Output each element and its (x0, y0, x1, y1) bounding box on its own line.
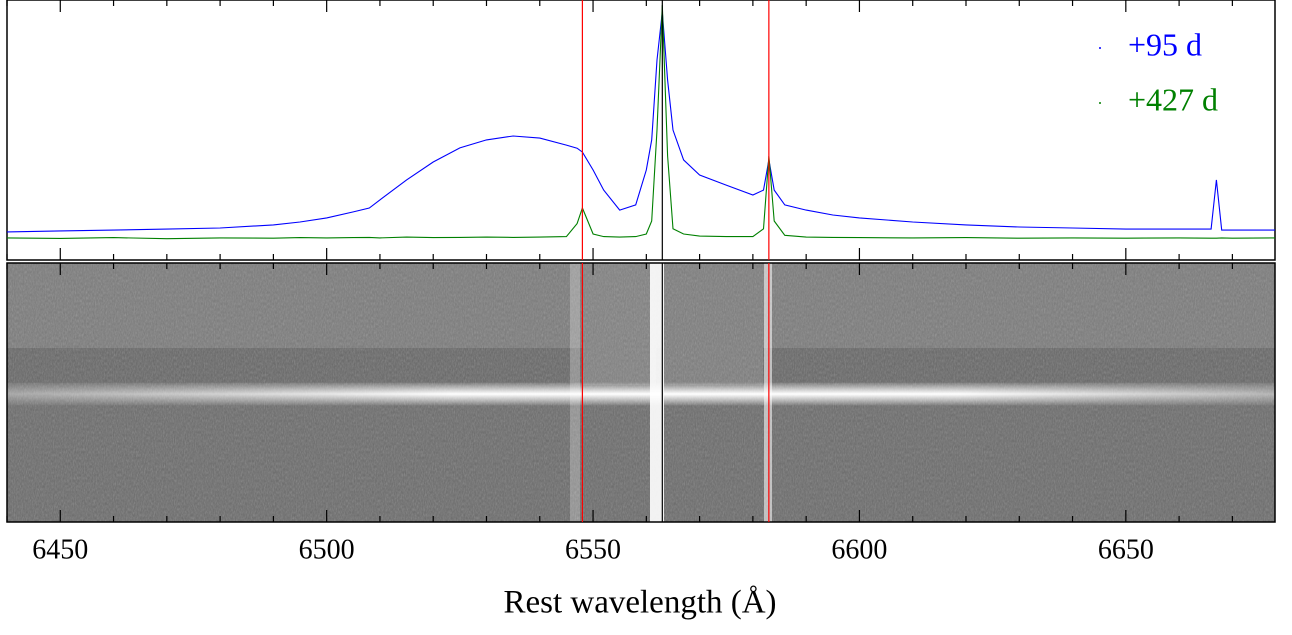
legend-label: +427 d (1128, 81, 1218, 117)
x-tick-label: 6600 (831, 534, 887, 565)
spectrum-image (7, 263, 1275, 522)
top-frame (6, 0, 1276, 261)
x-tick-label: 6450 (32, 534, 88, 565)
legend-label: +95 d (1128, 26, 1202, 62)
legend-marker (1099, 47, 1101, 49)
spectrum-line (6, 5, 1276, 240)
spectrum-line (6, 11, 1275, 233)
x-axis-label: Rest wavelength (Å) (503, 584, 776, 621)
x-tick-label: 6650 (1098, 534, 1154, 565)
x-tick-label: 6550 (565, 534, 621, 565)
x-tick-label: 6500 (299, 534, 355, 565)
bottom-frame (6, 262, 1276, 523)
legend-marker (1099, 102, 1101, 104)
